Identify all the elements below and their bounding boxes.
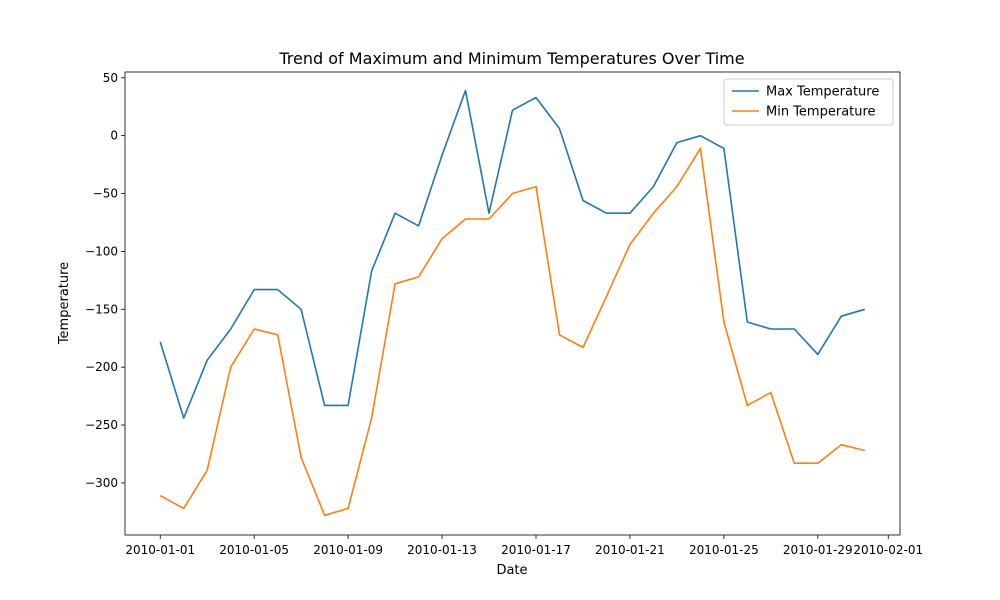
y-tick-label: −250 xyxy=(85,418,118,432)
x-tick-label: 2010-01-13 xyxy=(407,543,477,557)
legend: Max Temperature Min Temperature xyxy=(723,78,894,126)
x-tick-label: 2010-01-25 xyxy=(689,543,759,557)
legend-box xyxy=(723,78,894,126)
x-tick-label: 2010-01-09 xyxy=(313,543,383,557)
x-tick-label: 2010-01-01 xyxy=(125,543,195,557)
plot-frame xyxy=(124,71,901,536)
series-line-1 xyxy=(159,147,865,517)
y-tick-label: −200 xyxy=(85,360,118,374)
y-axis-title: Temperature xyxy=(57,262,72,345)
legend-label-1: Min Temperature xyxy=(766,105,876,120)
x-tick-label: 2010-01-29 xyxy=(783,543,853,557)
y-tick-label: −150 xyxy=(85,302,118,316)
x-tick-label: 2010-01-21 xyxy=(595,543,665,557)
legend-label-0: Max Temperature xyxy=(766,85,879,100)
y-tick-label: 50 xyxy=(103,71,118,85)
x-tick-label: 2010-01-17 xyxy=(501,543,571,557)
y-axis: 50 0 −50 −100 −150 −200 −250 −300 xyxy=(85,71,125,490)
x-tick-label: 2010-02-01 xyxy=(853,543,923,557)
y-tick-label: 0 xyxy=(110,129,118,143)
y-tick-label: −100 xyxy=(85,244,118,258)
plot-area xyxy=(124,71,901,536)
y-tick-label: −300 xyxy=(85,476,118,490)
chart-title: Trend of Maximum and Minimum Temperature… xyxy=(278,49,744,68)
series-line-0 xyxy=(159,89,866,419)
x-axis-title: Date xyxy=(496,563,527,578)
series-lines xyxy=(159,89,866,517)
x-axis: 2010-01-01 2010-01-05 2010-01-09 2010-01-13… xyxy=(125,535,923,557)
x-tick-label: 2010-01-05 xyxy=(219,543,289,557)
y-tick-label: −50 xyxy=(93,187,118,201)
